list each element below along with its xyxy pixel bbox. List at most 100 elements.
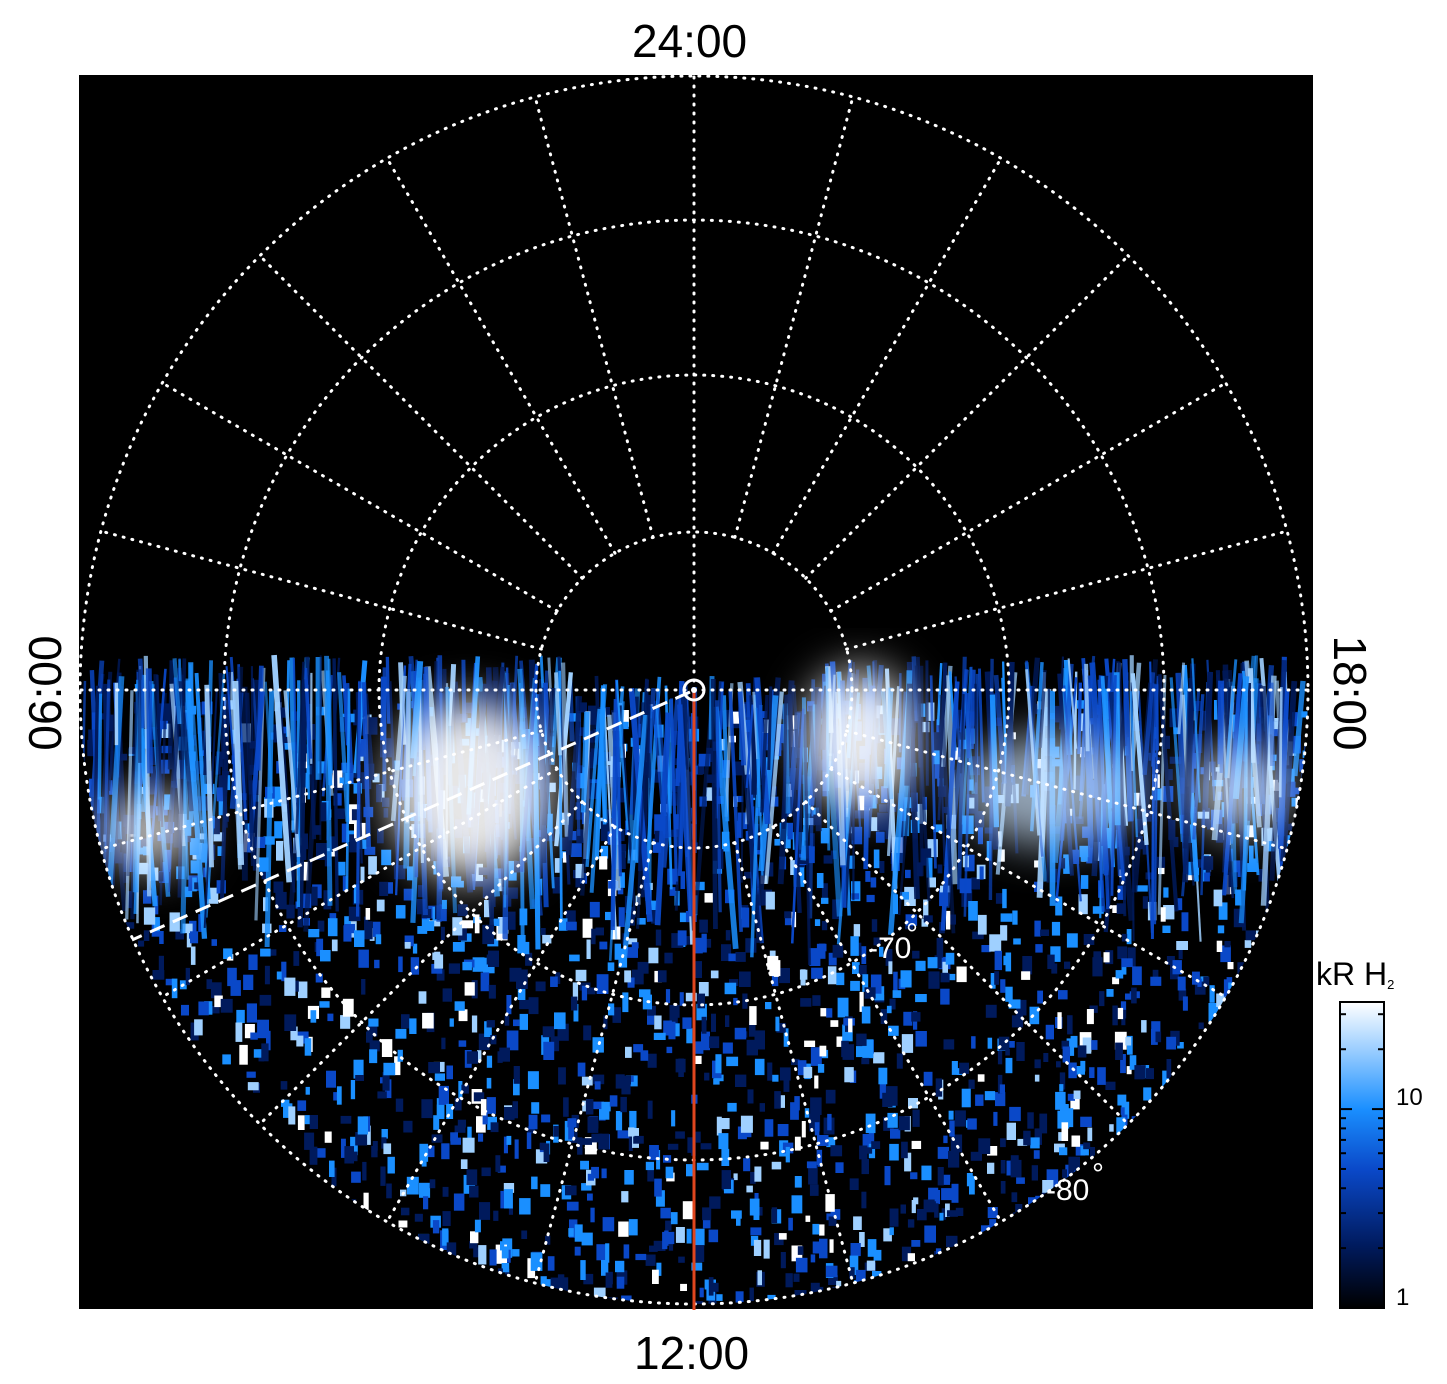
emission-speck bbox=[662, 1231, 668, 1250]
emission-speck bbox=[814, 1122, 820, 1136]
emission-speck bbox=[836, 972, 845, 986]
emission-speck bbox=[926, 857, 933, 878]
emission-speck bbox=[344, 1146, 354, 1164]
emission-speck bbox=[734, 1027, 747, 1040]
emission-speck bbox=[521, 941, 530, 955]
emission-speck bbox=[679, 992, 684, 1006]
emission-speck bbox=[297, 1100, 307, 1111]
emission-speck bbox=[921, 918, 929, 927]
emission-speck bbox=[791, 1058, 800, 1066]
emission-speck bbox=[433, 1115, 440, 1130]
emission-speck bbox=[1003, 955, 1009, 966]
emission-speck bbox=[362, 1161, 367, 1181]
emission-speck bbox=[398, 956, 403, 973]
emission-speck bbox=[645, 1254, 656, 1266]
emission-speck bbox=[933, 824, 944, 833]
emission-speck bbox=[904, 1152, 912, 1172]
emission-speck bbox=[964, 854, 975, 872]
emission-streak bbox=[929, 675, 937, 869]
emission-speck bbox=[358, 718, 366, 736]
grid-meridian bbox=[533, 95, 655, 539]
emission-speck bbox=[1077, 1045, 1087, 1058]
emission-speck bbox=[493, 1210, 499, 1221]
emission-speck bbox=[990, 973, 996, 989]
emission-speck bbox=[868, 1128, 875, 1147]
emission-speck bbox=[755, 807, 762, 816]
emission-speck bbox=[586, 939, 591, 959]
emission-speck bbox=[1021, 971, 1031, 980]
emission-streak bbox=[974, 683, 978, 783]
emission-speck bbox=[704, 893, 713, 903]
emission-speck bbox=[386, 1183, 392, 1199]
emission-speck bbox=[426, 1145, 435, 1158]
emission-speck bbox=[416, 899, 426, 915]
emission-speck bbox=[819, 1238, 828, 1259]
emission-speck bbox=[699, 1287, 704, 1298]
emission-speck bbox=[448, 963, 460, 974]
emission-speck bbox=[943, 1135, 948, 1144]
emission-speck bbox=[327, 918, 338, 937]
emission-speck bbox=[1034, 860, 1039, 868]
emission-speck bbox=[197, 702, 206, 716]
emission-speck bbox=[283, 1103, 293, 1118]
emission-speck bbox=[1011, 1192, 1018, 1203]
emission-speck bbox=[1070, 1094, 1080, 1110]
emission-speck bbox=[379, 881, 389, 896]
emission-speck bbox=[271, 786, 282, 807]
emission-speck bbox=[364, 1125, 371, 1145]
emission-speck bbox=[376, 784, 382, 803]
emission-speck bbox=[514, 1139, 519, 1159]
emission-speck bbox=[601, 1168, 607, 1179]
emission-speck bbox=[776, 1023, 786, 1033]
emission-speck bbox=[784, 912, 793, 926]
emission-speck bbox=[997, 1050, 1003, 1065]
emission-speck bbox=[1005, 1049, 1010, 1056]
emission-speck bbox=[401, 1207, 410, 1216]
emission-speck bbox=[490, 1122, 499, 1133]
emission-speck bbox=[749, 1198, 760, 1216]
emission-speck bbox=[656, 1262, 662, 1276]
emission-speck bbox=[870, 974, 882, 994]
emission-speck bbox=[1066, 1038, 1075, 1056]
emission-speck bbox=[211, 982, 222, 999]
emission-speck bbox=[825, 1089, 836, 1104]
emission-speck bbox=[655, 1190, 665, 1207]
emission-speck bbox=[290, 1026, 298, 1041]
emission-speck bbox=[206, 979, 213, 990]
emission-speck bbox=[542, 934, 552, 944]
emission-speck bbox=[669, 1004, 680, 1018]
emission-speck bbox=[888, 1025, 899, 1036]
emission-speck bbox=[667, 868, 678, 885]
emission-speck bbox=[794, 1176, 802, 1188]
emission-speck bbox=[418, 991, 427, 1004]
colorbar bbox=[1339, 1001, 1385, 1309]
emission-streak bbox=[232, 680, 245, 866]
colorbar-title: kR H2 bbox=[1316, 958, 1394, 991]
emission-speck bbox=[969, 1175, 975, 1195]
emission-speck bbox=[530, 1252, 543, 1271]
emission-speck bbox=[995, 1092, 1006, 1107]
emission-speck bbox=[750, 1227, 762, 1236]
emission-speck bbox=[1059, 1084, 1064, 1092]
emission-speck bbox=[462, 1137, 475, 1153]
pole-dot bbox=[691, 687, 697, 693]
emission-speck bbox=[315, 973, 323, 983]
emission-speck bbox=[790, 1102, 799, 1120]
emission-speck bbox=[1177, 898, 1183, 911]
emission-speck bbox=[326, 1070, 336, 1088]
emission-speck bbox=[954, 1110, 966, 1127]
emission-speck bbox=[716, 1116, 722, 1136]
emission-speck bbox=[442, 988, 452, 1002]
emission-streak bbox=[156, 674, 164, 828]
emission-speck bbox=[733, 1173, 738, 1181]
emission-speck bbox=[1129, 1055, 1137, 1070]
emission-speck bbox=[637, 918, 646, 925]
emission-speck bbox=[293, 951, 300, 966]
colorbar-gradient bbox=[1339, 1001, 1385, 1309]
emission-speck bbox=[543, 1041, 555, 1060]
emission-speck bbox=[912, 950, 920, 959]
emission-streak bbox=[715, 700, 722, 913]
emission-streak bbox=[105, 676, 125, 917]
emission-speck bbox=[779, 968, 790, 984]
emission-speck bbox=[581, 985, 588, 1001]
